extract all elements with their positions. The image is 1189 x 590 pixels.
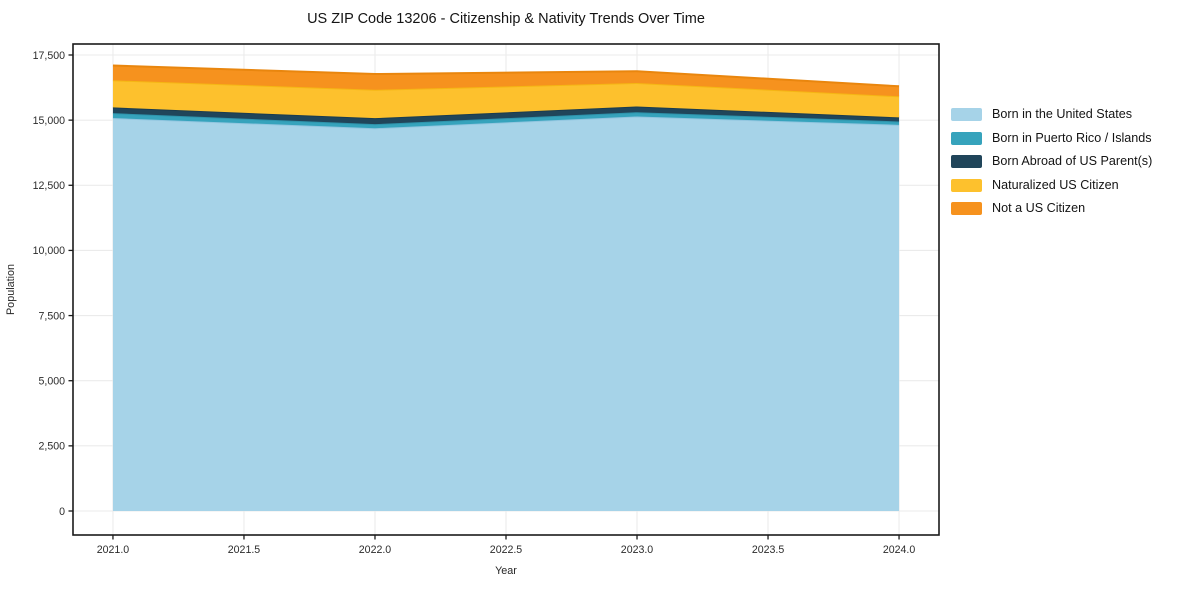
legend-swatch: [951, 178, 982, 192]
x-tick-label: 2023.5: [752, 544, 785, 556]
y-tick-label: 10,000: [33, 245, 66, 257]
legend-item-1: Born in Puerto Rico / Islands: [951, 130, 1152, 145]
y-tick-label: 15,000: [33, 115, 66, 127]
y-tick-label: 5,000: [38, 376, 65, 388]
legend-swatch: [951, 155, 982, 168]
legend-item-0: Born in the United States: [951, 108, 1152, 121]
area-series-4-edge: [112, 64, 900, 88]
area-series-1: [112, 112, 900, 129]
area-series-4: [112, 65, 900, 97]
legend-label: Not a US Citizen: [992, 201, 1086, 215]
y-tick-label: 0: [59, 506, 65, 518]
legend-label: Born in Puerto Rico / Islands: [992, 130, 1152, 145]
legend-label: Born in the United States: [992, 107, 1133, 121]
y-tick-label: 12,500: [33, 180, 66, 192]
x-tick-label: 2021.0: [97, 544, 130, 556]
legend-item-4: Not a US Citizen: [951, 202, 1152, 215]
chart-title: US ZIP Code 13206 - Citizenship & Nativi…: [307, 11, 705, 27]
legend: Born in the United States Born in Puerto …: [951, 108, 1152, 215]
legend-swatch: [951, 202, 982, 215]
y-tick-label: 2,500: [38, 441, 65, 453]
x-tick-label: 2022.5: [490, 544, 523, 556]
x-tick-label: 2023.0: [621, 544, 654, 556]
area-series-0: [112, 116, 900, 512]
legend-item-2: Born Abroad of US Parent(s): [951, 155, 1152, 168]
area-series-2: [112, 106, 900, 125]
y-axis-label: Population: [5, 264, 17, 315]
x-tick-label: 2022.0: [359, 544, 392, 556]
y-tick-label: 17,500: [33, 50, 66, 62]
area-series-3: [112, 80, 900, 119]
x-tick-label: 2021.5: [228, 544, 261, 556]
legend-label: Born Abroad of US Parent(s): [992, 154, 1153, 168]
x-axis-label: Year: [495, 565, 517, 577]
legend-item-3: Naturalized US Citizen: [951, 177, 1152, 192]
legend-swatch: [951, 131, 982, 145]
legend-label: Naturalized US Citizen: [992, 177, 1119, 192]
x-tick-label: 2024.0: [883, 544, 916, 556]
y-tick-label: 7,500: [38, 310, 65, 322]
legend-swatch: [951, 108, 982, 121]
